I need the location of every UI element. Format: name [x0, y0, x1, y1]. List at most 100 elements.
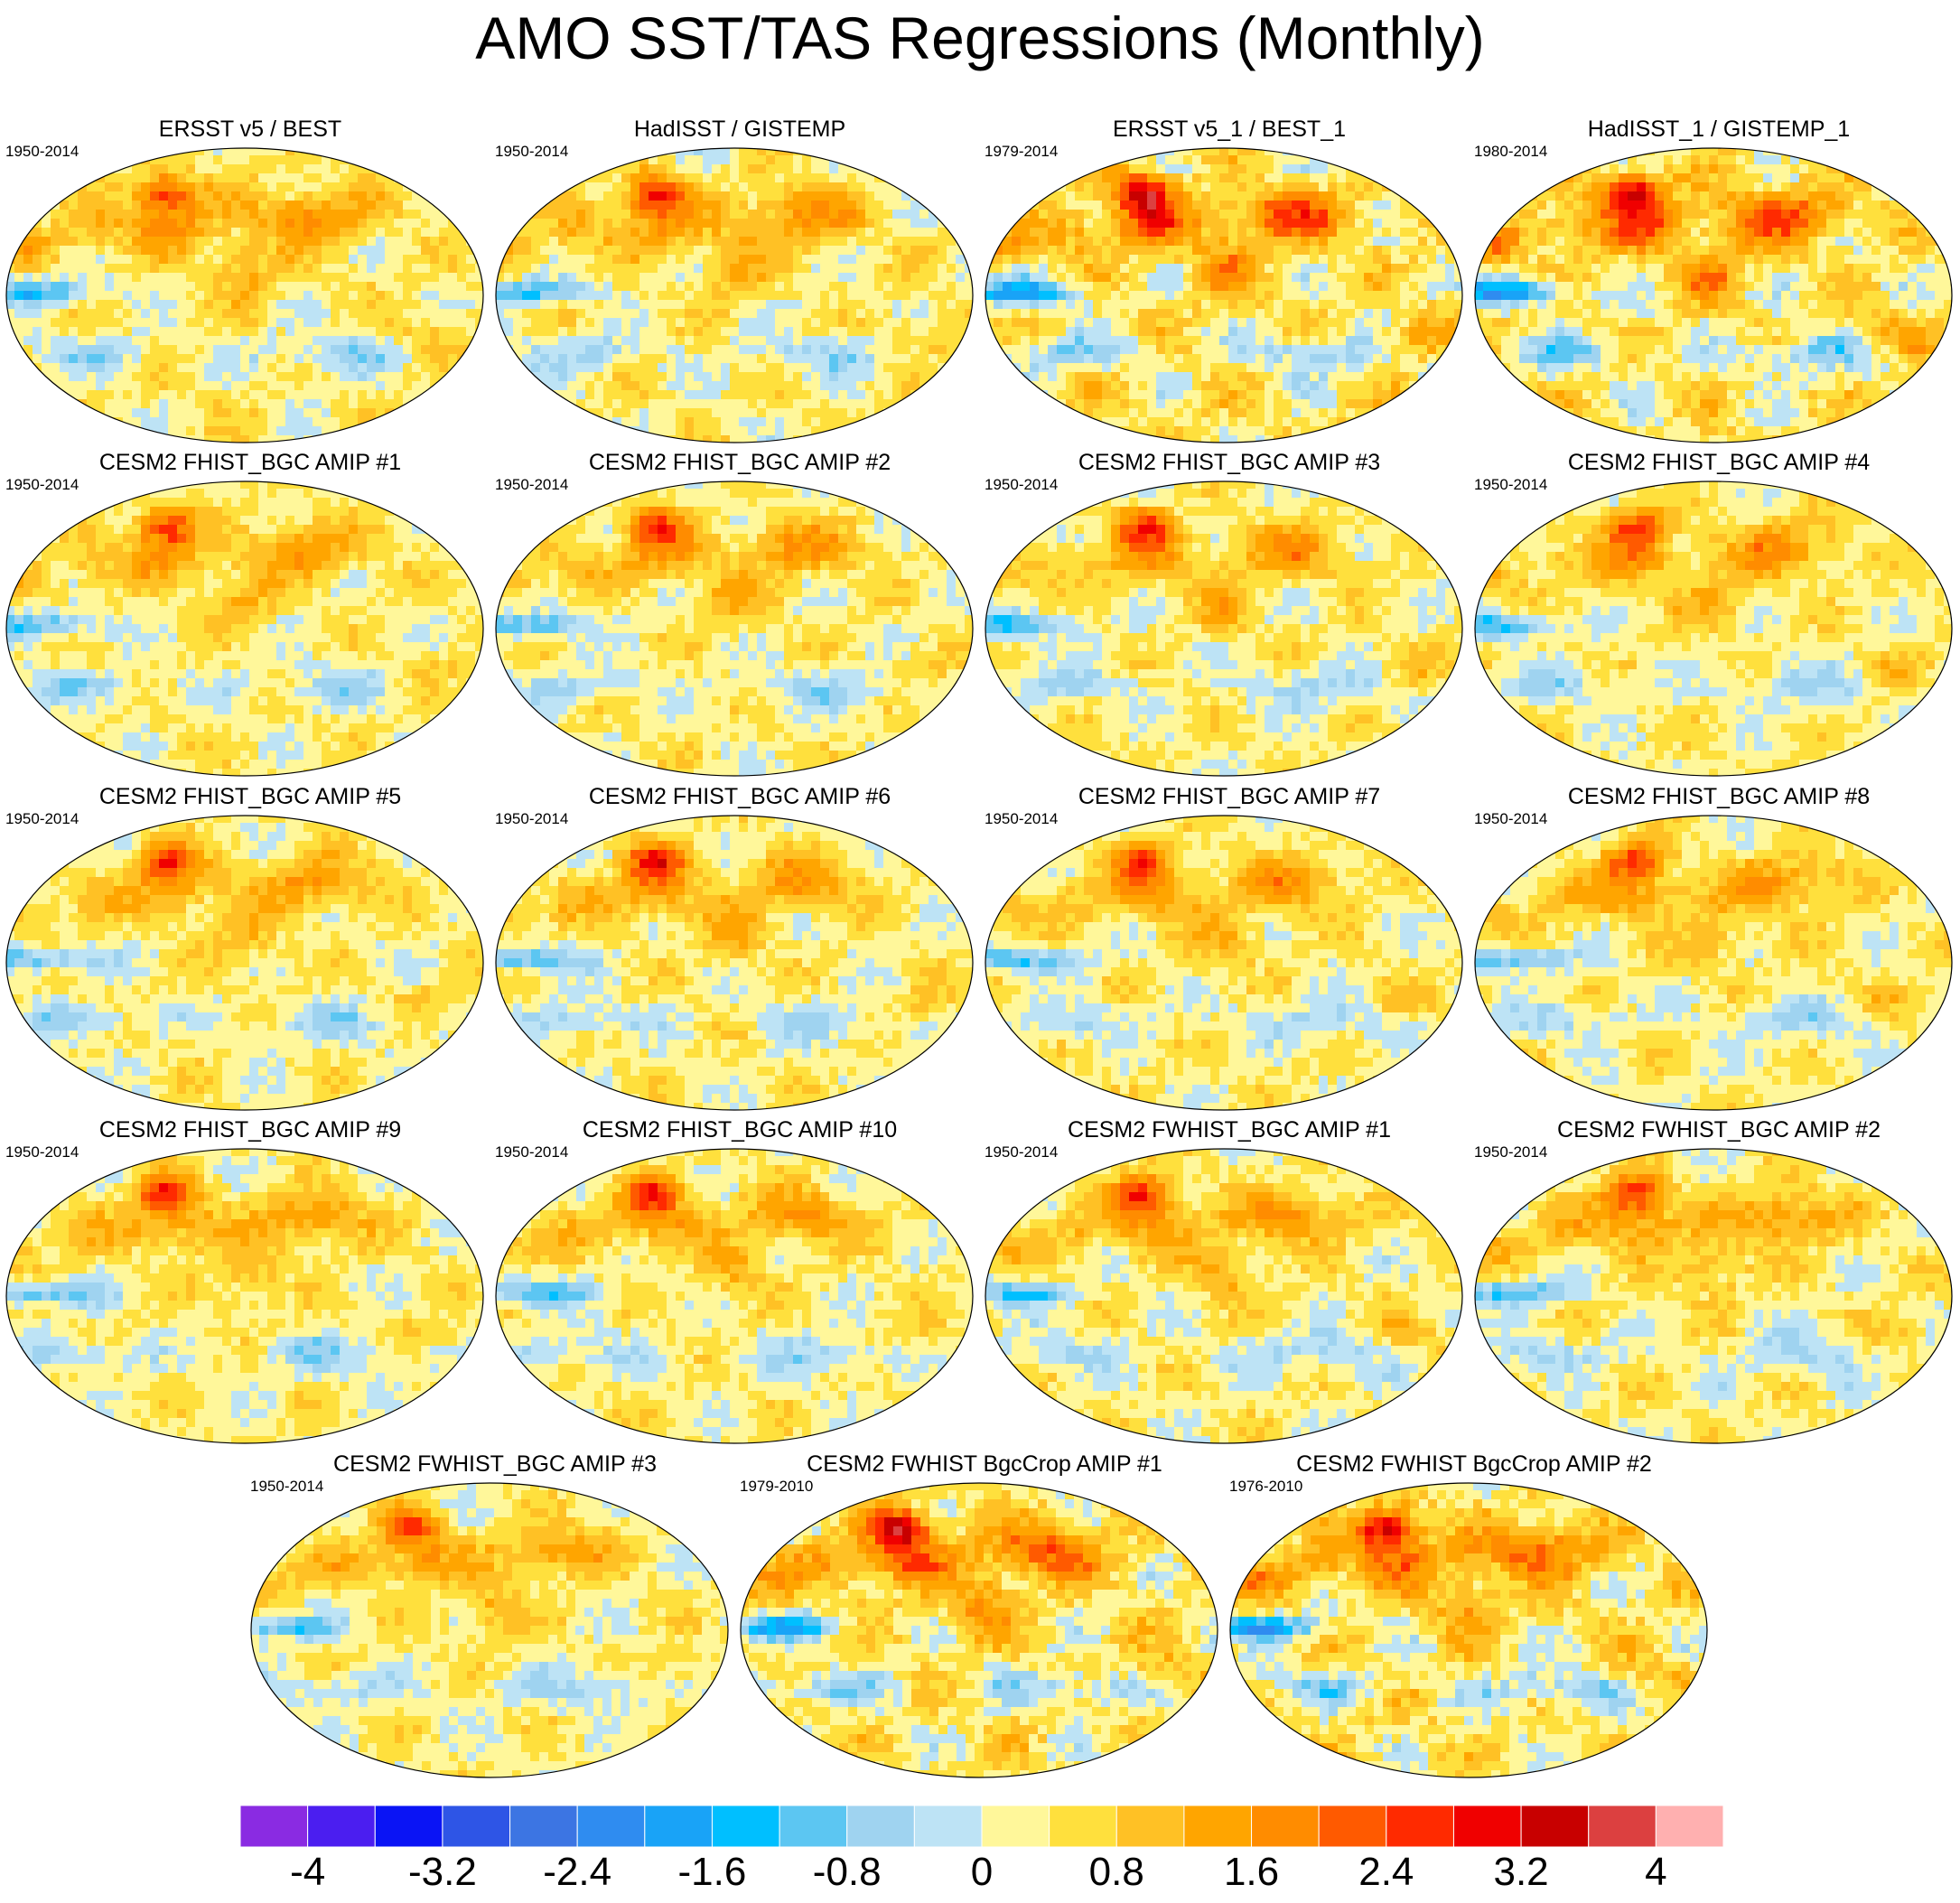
heatmap-cell — [367, 182, 377, 192]
heatmap-cell — [1274, 282, 1283, 292]
heatmap-cell — [757, 408, 767, 418]
heatmap-cell — [1192, 390, 1202, 400]
heatmap-cell — [1192, 255, 1202, 265]
heatmap-cell — [204, 435, 214, 443]
heatmap-cell — [630, 435, 640, 443]
heatmap-cell — [639, 372, 649, 382]
heatmap-cell — [1246, 318, 1256, 328]
heatmap-cell — [132, 291, 142, 301]
heatmap-cell — [775, 345, 785, 355]
heatmap-cell — [630, 246, 640, 256]
heatmap-cell — [766, 417, 776, 427]
heatmap-cell — [549, 148, 559, 156]
heatmap-cell — [929, 345, 938, 355]
heatmap-cell — [1129, 173, 1139, 183]
heatmap-cell — [141, 327, 151, 337]
heatmap-cell — [1400, 354, 1410, 364]
heatmap-cell — [1075, 191, 1085, 201]
heatmap-cell — [385, 255, 395, 265]
heatmap-cell — [78, 237, 88, 247]
heatmap-cell — [457, 309, 467, 319]
heatmap-cell — [150, 309, 160, 319]
heatmap-cell — [567, 309, 577, 319]
heatmap-cell — [892, 155, 902, 165]
heatmap-cell — [594, 201, 604, 210]
heatmap-cell — [1165, 210, 1175, 219]
heatmap-cell — [703, 228, 713, 238]
heatmap-cell — [1337, 191, 1347, 201]
heatmap-cell — [1246, 291, 1256, 301]
heatmap-cell — [540, 237, 550, 247]
heatmap-cell — [1454, 354, 1462, 364]
heatmap-cell — [42, 182, 51, 192]
heatmap-cell — [703, 426, 713, 436]
heatmap-cell — [141, 264, 151, 274]
heatmap-cell — [496, 210, 505, 219]
heatmap-cell — [1454, 173, 1462, 183]
heatmap-cell — [475, 426, 483, 436]
heatmap-cell — [51, 291, 61, 301]
heatmap-cell — [403, 318, 413, 328]
heatmap-cell — [240, 191, 250, 201]
heatmap-cell — [1138, 381, 1148, 391]
heatmap-cell — [685, 417, 695, 427]
heatmap-cell — [594, 237, 604, 247]
heatmap-cell — [956, 363, 966, 373]
heatmap-cell — [213, 148, 223, 156]
heatmap-cell — [1391, 164, 1401, 174]
heatmap-cell — [685, 237, 695, 247]
heatmap-cell — [712, 182, 722, 192]
heatmap-cell — [258, 148, 268, 156]
heatmap-cell — [1409, 219, 1419, 229]
heatmap-cell — [1246, 201, 1256, 210]
heatmap-cell — [466, 390, 476, 400]
heatmap-cell — [847, 372, 857, 382]
heatmap-cell — [1219, 363, 1229, 373]
heatmap-cell — [367, 201, 377, 210]
heatmap-cell — [349, 173, 359, 183]
heatmap-cell — [385, 300, 395, 310]
heatmap-cell — [87, 282, 97, 292]
heatmap-cell — [1292, 264, 1302, 274]
heatmap-cell — [276, 417, 286, 427]
heatmap-cell — [1057, 309, 1067, 319]
heatmap-cell — [694, 426, 704, 436]
heatmap-cell — [892, 228, 902, 238]
heatmap-cell — [612, 191, 622, 201]
heatmap-cell — [540, 309, 550, 319]
heatmap-cell — [676, 390, 686, 400]
heatmap-cell — [558, 435, 568, 443]
heatmap-cell — [1274, 237, 1283, 247]
heatmap-cell — [159, 164, 169, 174]
heatmap-cell — [466, 399, 476, 409]
heatmap-cell — [1075, 336, 1085, 346]
heatmap-cell — [919, 173, 929, 183]
heatmap-cell — [457, 435, 467, 443]
heatmap-cell — [421, 201, 431, 210]
heatmap-cell — [394, 255, 404, 265]
heatmap-cell — [258, 210, 268, 219]
heatmap-cell — [703, 300, 713, 310]
heatmap-cell — [1319, 363, 1329, 373]
heatmap-cell — [892, 164, 902, 174]
heatmap-cell — [676, 336, 686, 346]
heatmap-cell — [1039, 291, 1049, 301]
heatmap-cell — [1382, 255, 1392, 265]
heatmap-cell — [1283, 264, 1293, 274]
heatmap-cell — [956, 336, 966, 346]
heatmap-cell — [285, 237, 295, 247]
heatmap-cell — [838, 219, 848, 229]
heatmap-cell — [168, 336, 178, 346]
heatmap-cell — [1255, 318, 1265, 328]
heatmap-cell — [1084, 309, 1094, 319]
heatmap-cell — [51, 345, 61, 355]
heatmap-cell — [1147, 273, 1157, 283]
heatmap-cell — [1201, 237, 1211, 247]
heatmap-cell — [1355, 336, 1365, 346]
heatmap-cell — [994, 228, 1003, 238]
heatmap-cell — [78, 426, 88, 436]
heatmap-cell — [1228, 201, 1238, 210]
heatmap-cell — [475, 282, 483, 292]
heatmap-cell — [159, 173, 169, 183]
heatmap-cell — [1409, 210, 1419, 219]
